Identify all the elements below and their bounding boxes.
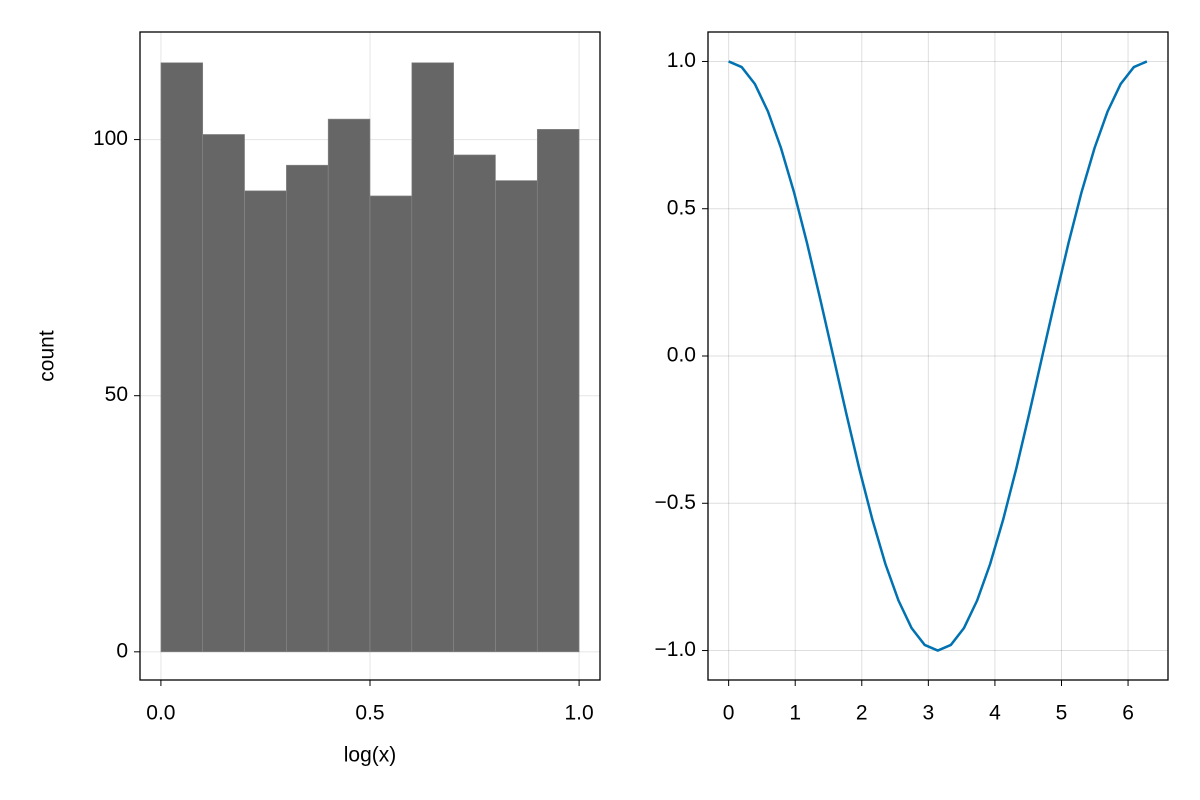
y-tick-label: 100 xyxy=(93,127,128,150)
axes-frame xyxy=(139,31,601,681)
x-tick-label: 1 xyxy=(789,702,801,725)
y-tick-label: 0.0 xyxy=(667,344,696,367)
bar xyxy=(369,195,413,653)
y-tick-label: 0.5 xyxy=(667,196,696,219)
bar xyxy=(244,190,287,653)
bar xyxy=(536,129,580,653)
x-tick-label: 1.0 xyxy=(564,702,593,725)
x-tick-label: 0 xyxy=(723,702,735,725)
y-tick-label: 50 xyxy=(105,383,128,406)
y-tick-label: 0 xyxy=(116,639,128,662)
y-tick-label: −0.5 xyxy=(655,491,696,514)
x-tick-label: 0.0 xyxy=(146,702,175,725)
x-axis-label: log(x) xyxy=(344,744,397,767)
axes-frame xyxy=(707,31,1169,681)
bar xyxy=(160,62,204,653)
bar xyxy=(286,164,329,653)
x-tick-label: 6 xyxy=(1122,702,1134,725)
x-tick-label: 2 xyxy=(856,702,868,725)
x-tick-label: 5 xyxy=(1056,702,1068,725)
line xyxy=(728,60,1148,652)
x-tick-label: 4 xyxy=(989,702,1001,725)
bar xyxy=(453,154,496,653)
bar xyxy=(202,134,245,653)
x-tick-label: 0.5 xyxy=(355,702,384,725)
x-tick-label: 3 xyxy=(923,702,935,725)
y-tick-label: −1.0 xyxy=(655,638,696,661)
bar xyxy=(327,118,371,653)
bar xyxy=(411,62,454,653)
y-axis-label: count xyxy=(36,330,59,382)
bar xyxy=(495,180,538,653)
y-tick-label: 1.0 xyxy=(667,49,696,72)
